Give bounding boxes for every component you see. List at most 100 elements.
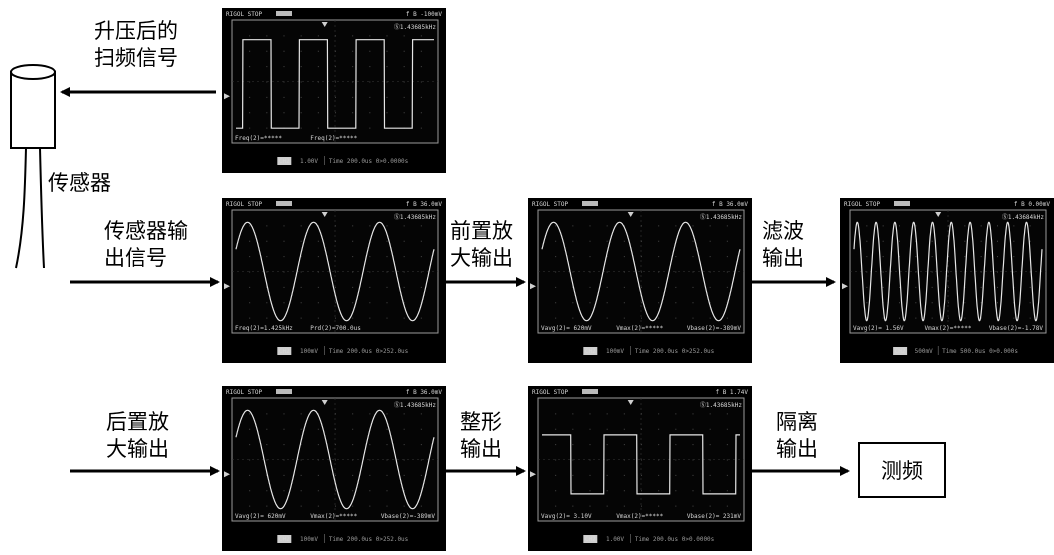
scope-screen: RIGOL STOP f B 36.0mV Ⓢ1.43685kHz Vavg(2)= … <box>224 389 443 543</box>
scope-channel-badge <box>583 535 598 543</box>
trigger-marker <box>627 212 634 217</box>
scope-memory-bar <box>276 201 292 206</box>
scope-screen: RIGOL STOP f B 1.74V Ⓢ1.43685kHz Vavg(2)= 3… <box>530 389 748 543</box>
channel-marker <box>224 283 230 290</box>
scope-screen: RIGOL STOP f B 36.0mV Ⓢ1.43685kHz Freq(2)=1… <box>224 201 442 355</box>
label-isolation-output: 隔离 输出 <box>776 410 818 461</box>
scope-header-right: f B -100mV <box>406 11 443 18</box>
scope-waveform <box>541 221 741 322</box>
trigger-marker <box>627 400 634 405</box>
scope-header-left: RIGOL STOP <box>226 201 263 208</box>
trigger-marker <box>321 212 328 217</box>
scope-channel-badge <box>583 347 598 355</box>
scope-screen: RIGOL STOP f B 36.0mV Ⓢ1.43685kHz Vavg(2)= … <box>530 201 749 355</box>
scope-grid <box>232 20 438 143</box>
scope-channel-badge <box>893 347 908 355</box>
scope-waveform <box>853 221 1043 322</box>
scope-waveform <box>542 434 740 495</box>
channel-marker <box>842 283 848 290</box>
trigger-marker <box>321 400 328 405</box>
scope-frequency-readout: Ⓢ1.43685kHz <box>700 213 743 221</box>
scope-channel-label: CH2 <box>895 348 906 355</box>
scope-preamp-output: RIGOL STOP f B 36.0mV Ⓢ1.43685kHz Vavg(2)= … <box>528 198 752 363</box>
scope-sensor-output: RIGOL STOP f B 36.0mV Ⓢ1.43685kHz Freq(2)=1… <box>222 198 446 363</box>
scope-boosted-sweep: RIGOL STOP f B -100mV Ⓢ1.43685kHz Freq(2)=*… <box>222 8 446 173</box>
scope-measurement-1: Vavg(2)= 1.56V <box>853 325 904 332</box>
scope-volts-per-div: 100mV <box>300 536 318 543</box>
frequency-measure-box: 测频 <box>858 442 946 498</box>
scope-measurement-3: Vbase(2)= 231mV <box>687 513 742 520</box>
scope-grid <box>850 210 1046 333</box>
label-boosted-sweep-signal: 升压后的 扫频信号 <box>94 19 178 70</box>
scope-waveform <box>236 39 434 129</box>
scope-frequency-readout: Ⓢ1.43685kHz <box>394 213 437 221</box>
scope-header-right: f B 1.74V <box>715 389 748 396</box>
scope-volts-per-div: 1.00V <box>606 536 624 543</box>
label-sensor: 传感器 <box>48 171 111 195</box>
scope-volts-per-div: 1.00V <box>300 158 318 165</box>
scope-header-left: RIGOL STOP <box>226 11 263 18</box>
channel-marker <box>224 93 230 100</box>
frequency-measure-label: 测频 <box>881 459 923 483</box>
scope-measurement-1: Vavg(2)= 620mV <box>235 513 286 520</box>
scope-memory-bar <box>582 389 598 394</box>
sensor-icon <box>10 64 56 269</box>
scope-measurement-2: Prd(2)=700.0us <box>310 325 361 332</box>
scope-timebase: Time 200.0us 0>0.0000s <box>635 536 715 543</box>
scope-channel-label: CH2 <box>585 348 596 355</box>
scope-frequency-readout: Ⓢ1.43685kHz <box>700 401 743 409</box>
scope-channel-label: CH2 <box>279 158 290 165</box>
scope-channel-badge <box>277 157 292 165</box>
scope-postamp-output: RIGOL STOP f B 36.0mV Ⓢ1.43685kHz Vavg(2)= … <box>222 386 446 551</box>
scope-measurement-2: Vmax(2)=***** <box>310 513 357 520</box>
scope-timebase: Time 200.0us 0>0.0000s <box>329 158 409 165</box>
scope-measurement-1: Vavg(2)= 620mV <box>541 325 592 332</box>
scope-screen: RIGOL STOP f B 0.00mV Ⓢ1.43684kHz Vavg(2)= … <box>842 201 1051 355</box>
scope-measurement-1: Freq(2)=***** <box>235 135 282 142</box>
scope-memory-bar <box>894 201 910 206</box>
scope-grid <box>232 210 438 333</box>
label-shaping-output: 整形 输出 <box>460 410 502 461</box>
scope-channel-badge <box>277 347 292 355</box>
scope-header-right: f B 0.00mV <box>1014 201 1051 208</box>
channel-marker <box>530 283 536 290</box>
scope-memory-bar <box>276 389 292 394</box>
scope-timebase: Time 500.0us 0>0.000s <box>942 348 1018 355</box>
scope-shaping-output: RIGOL STOP f B 1.74V Ⓢ1.43685kHz Vavg(2)= 3… <box>528 386 752 551</box>
scope-header-left: RIGOL STOP <box>226 389 263 396</box>
scope-grid <box>538 398 744 521</box>
scope-channel-label: CH2 <box>585 536 596 543</box>
channel-marker <box>224 471 230 478</box>
scope-header-left: RIGOL STOP <box>844 201 881 208</box>
scope-volts-per-div: 500mV <box>915 348 933 355</box>
scope-timebase: Time 200.0us 0>252.0us <box>329 348 409 355</box>
scope-header-right: f B 36.0mV <box>406 389 443 396</box>
scope-timebase: Time 200.0us 0>252.0us <box>329 536 409 543</box>
trigger-marker <box>935 212 942 217</box>
scope-screen: RIGOL STOP f B -100mV Ⓢ1.43685kHz Freq(2)=*… <box>224 11 443 165</box>
scope-waveform <box>235 221 435 322</box>
scope-waveform <box>235 409 435 510</box>
scope-grid <box>232 398 438 521</box>
scope-measurement-1: Freq(2)=1.425kHz <box>235 325 293 332</box>
scope-volts-per-div: 100mV <box>300 348 318 355</box>
scope-timebase: Time 200.0us 0>252.0us <box>635 348 715 355</box>
scope-header-left: RIGOL STOP <box>532 389 569 396</box>
scope-measurement-2: Vmax(2)=***** <box>616 513 663 520</box>
scope-channel-label: CH2 <box>279 348 290 355</box>
label-postamp-output: 后置放 大输出 <box>106 410 169 461</box>
scope-measurement-2: Freq(2)=***** <box>310 135 357 142</box>
label-filter-output: 滤波 输出 <box>762 219 804 270</box>
channel-marker <box>530 471 536 478</box>
label-preamp-output: 前置放 大输出 <box>450 219 513 270</box>
scope-header-right: f B 36.0mV <box>712 201 749 208</box>
scope-frequency-readout: Ⓢ1.43685kHz <box>394 401 437 409</box>
label-sensor-output: 传感器输 出信号 <box>104 219 188 270</box>
scope-measurement-3: Vbase(2)=-389mV <box>381 513 436 520</box>
scope-grid <box>538 210 744 333</box>
scope-measurement-2: Vmax(2)=***** <box>924 325 971 332</box>
scope-frequency-readout: Ⓢ1.43684kHz <box>1002 213 1045 221</box>
scope-memory-bar <box>582 201 598 206</box>
scope-header-left: RIGOL STOP <box>532 201 569 208</box>
